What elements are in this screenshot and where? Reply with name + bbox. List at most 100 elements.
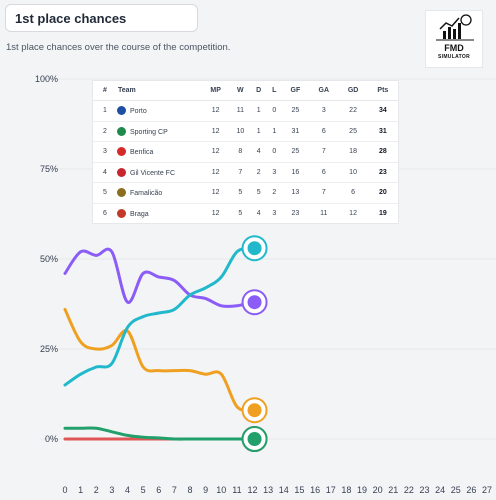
x-tick-label: 18 (341, 485, 351, 495)
l-cell: 0 (266, 141, 282, 163)
l-cell: 3 (272, 209, 277, 217)
team-cell: Braga (117, 203, 201, 223)
col-header: Pts (367, 81, 398, 101)
ga-cell: 7 (309, 182, 339, 204)
x-tick-label: 8 (188, 485, 193, 495)
team-crest-icon (117, 167, 126, 177)
team-crest-icon (117, 208, 126, 218)
x-tick-label: 1 (78, 485, 83, 495)
d-cell: 4 (256, 209, 261, 217)
x-tick-label: 2 (94, 485, 99, 495)
pos-cell: 3 (93, 141, 117, 163)
x-tick-label: 14 (279, 485, 289, 495)
x-tick-label: 4 (125, 485, 130, 495)
mp-cell: 12 (201, 121, 231, 142)
team-cell: Porto (117, 100, 201, 122)
title-box: 1st place chances (5, 4, 198, 32)
gd-cell: 6 (338, 182, 368, 204)
pts-cell: 20 (367, 182, 398, 204)
team-name: Gil Vicente FC (130, 169, 175, 177)
d-cell: 1 (250, 100, 267, 122)
w-cell: 10 (230, 121, 251, 142)
x-tick-label: 27 (482, 485, 492, 495)
col-header: L (266, 81, 282, 101)
y-tick-label: 50% (40, 254, 58, 264)
x-tick-label: 6 (156, 485, 161, 495)
pos-cell: 6 (103, 209, 107, 217)
x-tick-label: 26 (466, 485, 476, 495)
pos-cell: 4 (93, 162, 117, 183)
w-cell: 11 (230, 100, 251, 122)
fmd-simulator-logo: FMD SIMULATOR (425, 10, 483, 68)
col-header: Team (117, 81, 201, 101)
pts-cell: 23 (367, 162, 398, 183)
page-subtitle: 1st place chances over the course of the… (6, 42, 231, 53)
gf-cell: 13 (281, 182, 310, 204)
gf-cell: 31 (281, 121, 310, 142)
team-crest-icon (247, 295, 262, 310)
pos-cell: 1 (93, 100, 117, 122)
l-cell: 3 (266, 162, 282, 183)
logo-text: FMD (444, 43, 464, 53)
col-header: D (250, 81, 267, 101)
y-tick-label: 0% (45, 434, 58, 444)
logo-subtext: SIMULATOR (438, 54, 470, 60)
mp-cell: 12 (201, 141, 231, 163)
d-cell: 4 (250, 141, 267, 163)
d-cell: 5 (250, 182, 267, 204)
y-tick-label: 25% (40, 344, 58, 354)
x-tick-label: 3 (109, 485, 114, 495)
col-header: MP (201, 81, 231, 101)
team-name: Sporting CP (130, 128, 168, 136)
col-header: GF (281, 81, 310, 101)
w-cell: 8 (230, 141, 251, 163)
l-cell: 1 (266, 121, 282, 142)
team-name: Benfica (130, 149, 154, 157)
pts-cell: 31 (367, 121, 398, 142)
x-tick-label: 22 (404, 485, 414, 495)
l-cell: 0 (266, 100, 282, 122)
gf-cell: 25 (281, 100, 310, 122)
table-row: 2 Sporting CP 12 10 1 1 31 6 25 31 (93, 121, 398, 142)
ga-cell: 6 (309, 162, 339, 183)
team-crest-icon (247, 403, 262, 418)
team-crest-icon (117, 188, 126, 198)
x-tick-label: 23 (419, 485, 429, 495)
ga-cell: 3 (309, 100, 339, 122)
team-cell: Benfica (117, 141, 201, 163)
ga-cell: 6 (309, 121, 339, 142)
mp-cell: 12 (201, 100, 231, 122)
y-tick-label: 75% (40, 164, 58, 174)
team-cell: Sporting CP (117, 121, 201, 142)
table-row: 5 Famalicão 12 5 5 2 13 7 6 20 (93, 182, 398, 204)
gf-cell: 25 (281, 141, 310, 163)
y-tick-label: 100% (35, 74, 58, 84)
team-crest-icon (247, 241, 262, 256)
d-cell: 2 (250, 162, 267, 183)
x-tick-label: 25 (451, 485, 461, 495)
gd-cell: 22 (338, 100, 368, 122)
w-cell: 5 (230, 182, 251, 204)
x-tick-label: 16 (310, 485, 320, 495)
team-name: Braga (130, 210, 149, 218)
team-crest-icon (117, 126, 126, 136)
team-crest-icon (117, 147, 126, 157)
d-cell: 1 (250, 121, 267, 142)
x-tick-label: 9 (203, 485, 208, 495)
col-header: GD (338, 81, 368, 101)
ga-cell: 11 (320, 209, 328, 217)
series-line (63, 246, 255, 387)
w-cell: 7 (230, 162, 251, 183)
standings-header-row: # Team MP W D L GF GA GD Pts (93, 81, 398, 101)
x-tick-label: 10 (216, 485, 226, 495)
table-row: 3 Benfica 12 8 4 0 25 7 18 28 (93, 141, 398, 163)
chart-ball-icon (436, 14, 474, 41)
table-row: 4 Gil Vicente FC 12 7 2 3 16 6 10 23 (93, 162, 398, 183)
x-tick-label: 11 (232, 485, 241, 495)
w-cell: 5 (238, 209, 243, 217)
team-crest-icon (117, 106, 126, 116)
team-name: Famalicão (130, 190, 163, 198)
team-cell: Famalicão (117, 182, 201, 204)
x-tick-label: 17 (326, 485, 336, 495)
